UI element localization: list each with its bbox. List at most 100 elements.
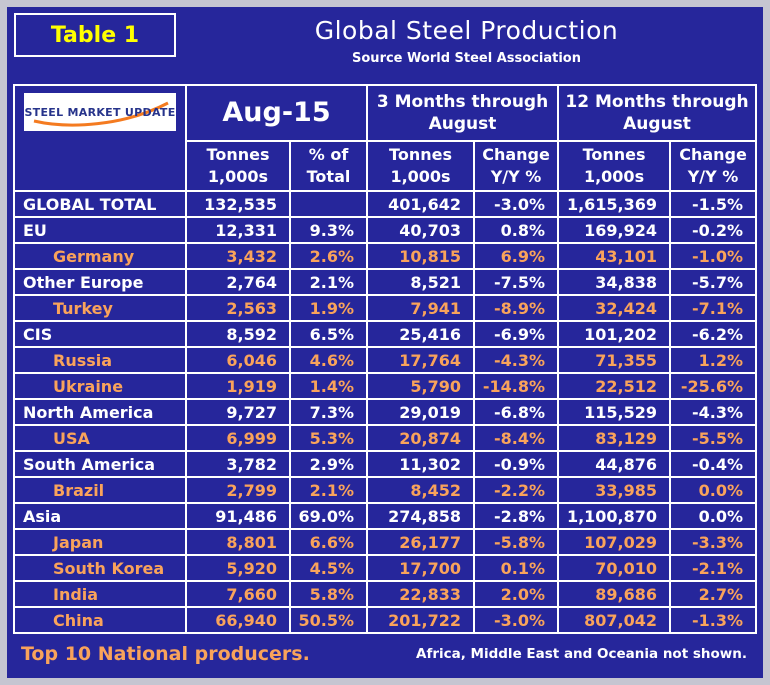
row-value: 9,727 [185, 398, 291, 426]
row-value: -1.3% [669, 606, 758, 634]
row-value: 1,100,870 [557, 502, 672, 530]
group-header-row: STEEL MARKET UPDATE Aug-15 3 Months thro… [13, 84, 758, 192]
row-label: USA [13, 424, 187, 452]
row-value: 8,521 [366, 268, 476, 296]
sub-header-row: Tonnes 1,000s % of Total Tonnes 1,000s C… [14, 140, 758, 192]
row-value: 89,686 [557, 580, 672, 608]
row-value: -8.9% [473, 294, 560, 322]
column-group-12-months: 12 Months through August [557, 84, 758, 142]
row-value: 5,790 [366, 372, 476, 400]
row-value: 1,919 [185, 372, 291, 400]
row-value: 2.9% [288, 450, 369, 478]
row-value: 1.2% [669, 346, 758, 374]
row-value: 2.1% [288, 476, 369, 504]
row-value: 12,331 [185, 216, 291, 244]
table-row: South Korea 5,920 4.5% 17,700 0.1% 70,010 -2.1… [13, 554, 758, 582]
row-value: 8,801 [185, 528, 291, 556]
table-row: Japan 8,801 6.6% 26,177 -5.8% 107,029 -3.3% [13, 528, 758, 556]
row-value: 69.0% [288, 502, 369, 530]
row-value: 1,615,369 [557, 190, 672, 218]
row-value: 4.5% [288, 554, 369, 582]
row-label: South Korea [13, 554, 187, 582]
table-canvas: Table 1 Global Steel Production Source W… [7, 7, 763, 678]
row-value: -2.1% [669, 554, 758, 582]
page-title: Global Steel Production [314, 16, 619, 45]
row-value: 26,177 [366, 528, 476, 556]
row-value: -4.3% [669, 398, 758, 426]
row-value: 43,101 [557, 242, 672, 270]
row-value: 5.8% [288, 580, 369, 608]
row-value: 66,940 [185, 606, 291, 634]
row-value: 2.1% [288, 268, 369, 296]
row-label: Asia [13, 502, 187, 530]
row-label: Other Europe [13, 268, 187, 296]
row-value: -5.8% [473, 528, 560, 556]
column-header-change-3mo: Change Y/Y % [473, 140, 560, 192]
row-value: 274,858 [366, 502, 476, 530]
row-value: 32,424 [557, 294, 672, 322]
table-row: North America 9,727 7.3% 29,019 -6.8% 115,529… [13, 398, 758, 426]
column-header-tonnes-12mo: Tonnes 1,000s [557, 140, 672, 192]
table-row: Ukraine 1,919 1.4% 5,790 -14.8% 22,512 -25.6% [13, 372, 758, 400]
row-value: 401,642 [366, 190, 476, 218]
row-value: 25,416 [366, 320, 476, 348]
row-value: 2,799 [185, 476, 291, 504]
row-value: 22,833 [366, 580, 476, 608]
row-value: -3.0% [473, 606, 560, 634]
row-value: 1.9% [288, 294, 369, 322]
row-value: 17,700 [366, 554, 476, 582]
row-value: 7.3% [288, 398, 369, 426]
table-head: STEEL MARKET UPDATE Aug-15 3 Months thro… [13, 84, 758, 192]
table-row: GLOBAL TOTAL 132,535 401,642 -3.0% 1,615,369… [13, 190, 758, 218]
row-value: 2.7% [669, 580, 758, 608]
row-value [288, 190, 369, 218]
row-value: 201,722 [366, 606, 476, 634]
row-value: 40,703 [366, 216, 476, 244]
table-row: Brazil 2,799 2.1% 8,452 -2.2% 33,985 0.0% [13, 476, 758, 504]
table-row: CIS 8,592 6.5% 25,416 -6.9% 101,202 -6.2% [13, 320, 758, 348]
table-row: China 66,940 50.5% 201,722 -3.0% 807,042 -1.3% [13, 606, 758, 634]
row-value: -8.4% [473, 424, 560, 452]
row-label: EU [13, 216, 187, 244]
column-header-pct-of-total: % of Total [288, 140, 369, 192]
row-value: 5,920 [185, 554, 291, 582]
row-value: -7.5% [473, 268, 560, 296]
column-header-tonnes-3mo: Tonnes 1,000s [366, 140, 476, 192]
table-body: GLOBAL TOTAL 132,535 401,642 -3.0% 1,615,369… [13, 190, 758, 634]
row-value: 6,999 [185, 424, 291, 452]
column-group-3-months: 3 Months through August [366, 84, 560, 142]
row-value: 0.0% [669, 476, 758, 504]
table-row: Other Europe 2,764 2.1% 8,521 -7.5% 34,838 -5.… [13, 268, 758, 296]
row-value: -1.0% [669, 242, 758, 270]
table-row: Russia 6,046 4.6% 17,764 -4.3% 71,355 1.2% [13, 346, 758, 374]
footer-bar: Top 10 National producers. Africa, Middl… [13, 634, 757, 678]
row-label: GLOBAL TOTAL [13, 190, 187, 218]
row-value: 17,764 [366, 346, 476, 374]
row-value: 107,029 [557, 528, 672, 556]
row-value: 6,046 [185, 346, 291, 374]
row-value: -2.8% [473, 502, 560, 530]
row-value: 7,660 [185, 580, 291, 608]
table-row: South America 3,782 2.9% 11,302 -0.9% 44,876-… [13, 450, 758, 478]
row-value: 0.1% [473, 554, 560, 582]
row-label: North America [13, 398, 187, 426]
row-value: 83,129 [557, 424, 672, 452]
steel-production-table: STEEL MARKET UPDATE Aug-15 3 Months thro… [13, 84, 758, 634]
row-value: -0.4% [669, 450, 758, 478]
row-label: Brazil [13, 476, 187, 504]
row-value: -6.9% [473, 320, 560, 348]
footer-note-producers: Top 10 National producers. [21, 643, 310, 665]
row-value: -6.8% [473, 398, 560, 426]
row-value: 132,535 [185, 190, 291, 218]
row-value: 10,815 [366, 242, 476, 270]
row-value: 1.4% [288, 372, 369, 400]
row-value: 2,563 [185, 294, 291, 322]
table-row: EU 12,331 9.3% 40,703 0.8% 169,924 -0.2% [13, 216, 758, 244]
row-value: 50.5% [288, 606, 369, 634]
table-label: Table 1 [14, 13, 176, 57]
row-value: 9.3% [288, 216, 369, 244]
row-value: 2.6% [288, 242, 369, 270]
row-value: 6.5% [288, 320, 369, 348]
row-value: -7.1% [669, 294, 758, 322]
